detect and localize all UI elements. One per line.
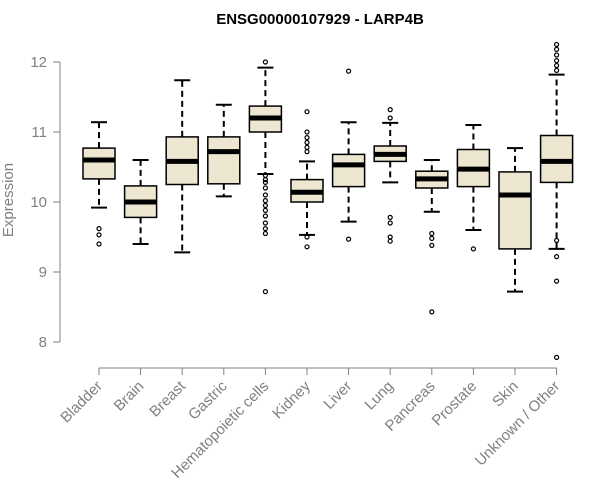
box-hematopoietic-cells bbox=[248, 59, 283, 295]
iqr-box bbox=[331, 153, 366, 188]
outlier-point bbox=[262, 202, 268, 209]
y-tick-label: 12 bbox=[30, 54, 47, 71]
outlier-point bbox=[304, 129, 310, 135]
x-tick-label: Liver bbox=[320, 378, 355, 413]
outlier-point bbox=[470, 246, 476, 252]
outlier-point bbox=[553, 62, 560, 69]
outlier-point bbox=[553, 354, 560, 360]
box-breast bbox=[165, 79, 199, 254]
box-prostate bbox=[456, 124, 491, 252]
iqr-box bbox=[82, 147, 116, 180]
box-pancreas bbox=[415, 159, 449, 315]
outlier-point bbox=[96, 241, 102, 247]
box-bladder bbox=[82, 121, 116, 247]
iqr-box bbox=[498, 171, 532, 250]
outlier-point bbox=[553, 237, 560, 244]
outlier-point bbox=[262, 179, 268, 185]
y-axis-label: Expression bbox=[0, 163, 17, 237]
y-axis: 8 9 10 11 12 bbox=[30, 54, 61, 351]
outlier-point bbox=[304, 144, 310, 150]
x-tick-label: Breast bbox=[146, 377, 189, 420]
x-tick-label: Kidney bbox=[269, 377, 314, 422]
outlier-point bbox=[553, 57, 560, 64]
outlier-point bbox=[429, 309, 435, 315]
outlier-point bbox=[387, 115, 393, 121]
outlier-point bbox=[429, 242, 435, 248]
y-tick-label: 9 bbox=[39, 264, 47, 281]
outlier-point bbox=[387, 238, 393, 244]
outlier-point bbox=[262, 230, 268, 237]
outlier-point bbox=[429, 235, 435, 241]
outlier-point bbox=[553, 278, 560, 284]
outlier-point bbox=[553, 52, 560, 58]
outlier-point bbox=[262, 192, 268, 198]
outlier-point bbox=[262, 185, 268, 191]
outlier-point bbox=[553, 46, 560, 53]
x-tick-label: Lung bbox=[361, 378, 397, 414]
outlier-point bbox=[96, 226, 102, 232]
outlier-point bbox=[262, 213, 268, 219]
box-gastric bbox=[207, 103, 241, 198]
box-skin bbox=[498, 147, 532, 293]
x-tick-label: Brain bbox=[111, 378, 148, 415]
outlier-point bbox=[553, 41, 560, 48]
outlier-point bbox=[96, 232, 102, 238]
outlier-point bbox=[262, 220, 268, 226]
box-liver bbox=[331, 68, 366, 242]
outlier-point bbox=[262, 177, 268, 183]
outlier-point bbox=[304, 109, 310, 115]
y-tick-label: 11 bbox=[31, 124, 47, 141]
outlier-point bbox=[553, 67, 560, 74]
outlier-point bbox=[387, 234, 393, 240]
boxes bbox=[82, 41, 574, 360]
outlier-point bbox=[262, 226, 268, 232]
outlier-point bbox=[387, 214, 393, 220]
outlier-point bbox=[262, 198, 268, 204]
y-tick-label: 8 bbox=[39, 334, 47, 351]
outlier-point bbox=[346, 68, 352, 74]
x-tick-label: Bladder bbox=[57, 378, 106, 427]
outlier-point bbox=[262, 207, 268, 213]
iqr-box bbox=[207, 136, 241, 185]
x-tick-label: Prostate bbox=[429, 378, 481, 430]
outlier-point bbox=[387, 220, 393, 226]
outlier-point bbox=[304, 149, 310, 155]
outlier-point bbox=[387, 106, 393, 113]
outlier-point bbox=[304, 234, 310, 240]
outlier-point bbox=[304, 244, 310, 250]
outlier-point bbox=[262, 59, 268, 65]
chart-title: ENSG00000107929 - LARP4B bbox=[216, 11, 424, 28]
outlier-point bbox=[304, 139, 310, 146]
x-tick-label: Skin bbox=[489, 378, 522, 411]
outlier-point bbox=[429, 230, 435, 237]
outlier-point bbox=[304, 135, 310, 141]
outlier-point bbox=[553, 254, 560, 260]
box-kidney bbox=[290, 109, 324, 250]
outlier-point bbox=[346, 236, 352, 242]
outlier-point bbox=[262, 289, 268, 295]
y-tick-label: 10 bbox=[30, 194, 47, 211]
box-unknown-other bbox=[539, 41, 574, 360]
box-lung bbox=[373, 106, 407, 244]
box-brain bbox=[123, 159, 158, 245]
